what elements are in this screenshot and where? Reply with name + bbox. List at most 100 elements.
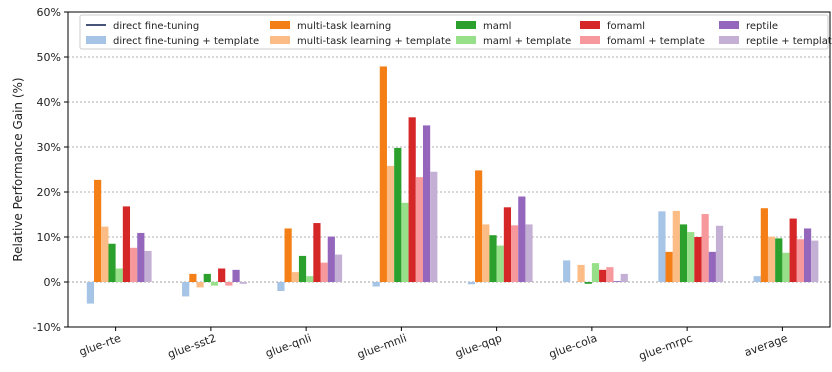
bar-direct-fine-tuning-template-glue-mrpc <box>658 211 666 282</box>
bar-reptile-glue-cola <box>613 281 621 282</box>
plot-frame <box>67 11 831 328</box>
bar-fomaml-glue-sst2 <box>218 268 226 282</box>
legend-swatch <box>456 36 476 44</box>
bar-maml-template-glue-rte <box>115 268 123 282</box>
bar-reptile-glue-rte <box>137 232 145 282</box>
legend-label: direct fine-tuning + template <box>113 36 259 47</box>
x-axis: glue-rte glue-sst2 glue-qnli glue-mnli glue-… <box>77 327 790 363</box>
legend-label: maml + template <box>483 36 571 47</box>
bar-reptile-glue-sst2 <box>232 269 240 282</box>
bar-fomaml-average <box>789 218 797 282</box>
bar-maml-template-glue-qnli <box>306 276 314 282</box>
y-axis: -10% 0% 10% 20% 30% 40% 50% 60% <box>33 6 68 334</box>
bar-multi-task-learning-glue-qnli <box>284 228 292 282</box>
y-tick-label: 40% <box>37 96 61 109</box>
bar-fomaml-template-glue-rte <box>130 247 138 282</box>
bar-fomaml-template-glue-mrpc <box>701 214 709 282</box>
bar-maml-glue-mnli <box>394 147 402 282</box>
legend-swatch <box>456 21 476 29</box>
bar-multi-task-learning-glue-sst2 <box>189 273 197 282</box>
bar-fomaml-template-average <box>796 239 804 282</box>
legend-swatch <box>270 36 290 44</box>
bar-multi-task-learning-template-average <box>767 236 776 282</box>
bar-multi-task-learning-template-glue-rte <box>101 226 109 282</box>
bar-reptile-template-glue-qnli <box>334 254 343 282</box>
bar-fomaml-glue-cola <box>599 269 607 282</box>
y-tick-label: 10% <box>37 231 61 244</box>
bar-direct-fine-tuning-template-glue-sst2 <box>182 282 190 297</box>
bar-reptile-template-glue-qqp <box>525 224 533 282</box>
legend-swatch <box>580 36 600 44</box>
x-tick-label: glue-mnli <box>356 332 409 362</box>
bar-reptile-glue-qnli <box>327 236 335 282</box>
bar-maml-template-glue-qqp <box>496 245 504 282</box>
bar-reptile-glue-mrpc <box>708 251 716 282</box>
bar-multi-task-learning-template-glue-qnli <box>291 272 299 282</box>
bar-direct-fine-tuning-template-glue-qqp <box>467 282 476 285</box>
y-tick-label: -10% <box>33 321 61 334</box>
legend-swatch <box>719 36 739 44</box>
bar-maml-glue-cola <box>584 282 592 284</box>
bar-maml-glue-sst2 <box>203 273 211 282</box>
legend-swatch <box>580 21 600 29</box>
x-tick-label: average <box>743 332 790 360</box>
legend-label: reptile <box>746 21 778 32</box>
y-axis-label: Relative Performance Gain (%) <box>11 77 25 261</box>
x-tick-label: glue-sst2 <box>166 332 218 361</box>
bar-multi-task-learning-template-glue-cola <box>577 264 585 282</box>
bar-multi-task-learning-glue-mrpc <box>665 251 673 282</box>
bar-maml-glue-mrpc <box>679 224 688 282</box>
legend-swatch <box>86 36 106 44</box>
bar-maml-template-average <box>782 252 790 282</box>
bar-multi-task-learning-glue-qqp <box>475 170 483 282</box>
bar-fomaml-glue-mnli <box>408 117 416 282</box>
bar-direct-fine-tuning-template-glue-mnli <box>372 282 380 287</box>
x-tick-label: glue-qnli <box>264 332 313 361</box>
legend: direct fine-tuning direct fine-tuning + t… <box>79 14 832 50</box>
legend-label: multi-task learning + template <box>297 36 451 47</box>
bar-maml-glue-rte <box>108 243 116 282</box>
bar-fomaml-glue-mrpc <box>694 237 702 282</box>
bar-reptile-glue-qqp <box>518 196 526 282</box>
legend-label: maml <box>483 21 511 32</box>
x-tick-label: glue-qqp <box>453 332 503 361</box>
bar-fomaml-template-glue-qqp <box>511 225 519 282</box>
legend-label: fomaml + template <box>607 36 705 47</box>
y-tick-label: 30% <box>37 141 61 154</box>
bar-multi-task-learning-average <box>760 208 768 282</box>
bar-multi-task-learning-glue-mnli <box>379 66 387 282</box>
bar-maml-template-glue-sst2 <box>210 282 219 286</box>
x-tick-label: glue-rte <box>77 332 122 359</box>
legend-label: direct fine-tuning <box>113 21 199 32</box>
bar-reptile-template-glue-cola <box>620 273 628 282</box>
bar-fomaml-template-glue-qnli <box>320 262 328 282</box>
y-tick-label: 60% <box>37 6 61 19</box>
bar-reptile-glue-mnli <box>422 125 431 283</box>
bar-multi-task-learning-template-glue-sst2 <box>196 282 204 288</box>
legend-swatch <box>719 21 739 29</box>
bar-direct-fine-tuning-template-glue-cola <box>563 260 571 282</box>
bar-fomaml-template-glue-cola <box>606 267 614 282</box>
bar-fomaml-template-glue-sst2 <box>225 282 233 286</box>
bar-multi-task-learning-template-glue-qqp <box>482 224 490 282</box>
legend-label: reptile + template <box>746 36 832 47</box>
bar-maml-glue-qqp <box>489 235 497 282</box>
bar-maml-template-glue-cola <box>591 263 600 282</box>
y-tick-label: 0% <box>44 276 61 289</box>
bar-reptile-template-glue-rte <box>144 250 152 282</box>
bar-fomaml-glue-rte <box>122 206 131 282</box>
bar-multi-task-learning-template-glue-mrpc <box>672 210 680 282</box>
bar-maml-template-glue-mnli <box>401 202 409 282</box>
bar-reptile-average <box>803 228 812 282</box>
x-tick-label: glue-mrpc <box>637 332 694 363</box>
bar-reptile-template-average <box>811 240 819 282</box>
bar-multi-task-learning-template-glue-mnli <box>386 165 395 282</box>
legend-label: multi-task learning <box>297 21 391 32</box>
gridlines <box>68 56 830 283</box>
y-tick-label: 20% <box>37 186 61 199</box>
legend-box <box>79 14 829 50</box>
bar-reptile-template-glue-mrpc <box>715 225 724 282</box>
bar-maml-average <box>775 238 783 282</box>
bar-reptile-template-glue-sst2 <box>239 282 247 284</box>
